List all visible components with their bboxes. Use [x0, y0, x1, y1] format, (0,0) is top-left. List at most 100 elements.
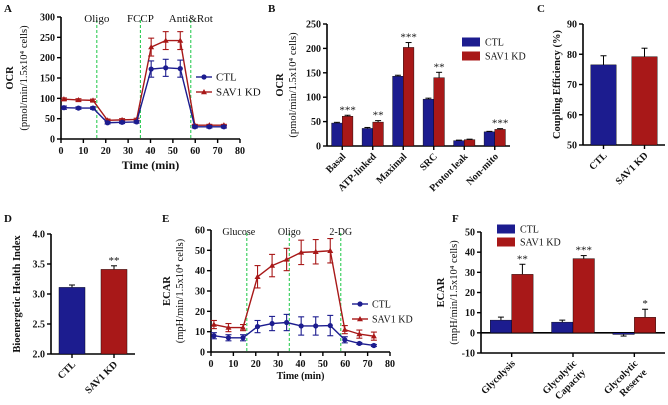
y-tick-label: 250 — [306, 20, 321, 31]
x-tick-label: 0 — [209, 359, 214, 370]
category-label: SRC — [418, 151, 440, 173]
legend-swatch — [497, 237, 515, 247]
significance-marker: *** — [400, 32, 417, 44]
bar — [511, 274, 534, 334]
significance-marker: *** — [492, 118, 509, 130]
category-label: Maximal — [374, 151, 409, 186]
panel-c: C 50 60 70 80 90 Coupling Efficiency (%) CTL SAV… — [537, 3, 665, 187]
bar — [422, 98, 434, 147]
series-line — [213, 321, 374, 347]
y-tick-label: 10 — [195, 327, 205, 338]
significance-marker: * — [642, 298, 648, 310]
y-tick-label: 50 — [567, 141, 577, 152]
y-axis-label: (mpH/min/1.5x10⁴ cells) — [449, 240, 460, 345]
y-tick-label: 150 — [306, 68, 321, 79]
data-point — [177, 37, 184, 43]
y-tick-label: 0 — [200, 348, 205, 359]
y-tick-label: 50 — [311, 117, 321, 128]
bar — [58, 287, 86, 355]
data-point — [162, 37, 169, 43]
legend-swatch — [462, 37, 480, 47]
y-tick-label: 80 — [567, 50, 577, 61]
x-tick-label: 60 — [190, 146, 200, 157]
data-point — [89, 97, 96, 103]
significance-marker: ** — [517, 253, 528, 265]
significance-marker: *** — [339, 104, 356, 116]
y-axis-label: (mpH/min/1.5x10⁴ cells) — [175, 238, 186, 343]
panel-letter: D — [4, 213, 12, 225]
y-tick-label: 70 — [567, 80, 577, 91]
significance-marker: ** — [434, 61, 445, 73]
series-sav1-kd — [60, 31, 227, 128]
data-point — [283, 256, 290, 262]
data-point — [356, 331, 363, 337]
bar — [590, 64, 617, 146]
panel-letter: B — [268, 3, 276, 15]
panel-letter: E — [162, 213, 169, 225]
data-point — [104, 120, 111, 126]
data-point — [60, 96, 67, 102]
data-point — [371, 342, 377, 349]
panel-e: E 0 10 20 30 40 50 60 ECAR (mpH/min/1.5x10⁴ cells… — [162, 213, 413, 382]
data-point — [269, 320, 275, 327]
x-tick-label: 70 — [363, 359, 373, 370]
y-tick-label: 150 — [40, 74, 55, 85]
panel-letter: F — [452, 213, 459, 225]
y-tick-label: 200 — [40, 53, 55, 64]
data-point — [61, 105, 67, 111]
data-point — [284, 319, 290, 326]
injection-label: Glucose — [222, 227, 255, 238]
x-tick-label: 0 — [59, 146, 64, 157]
data-point — [269, 262, 276, 268]
y-tick-label: 50 — [465, 228, 475, 239]
y-tick-label: 30 — [465, 268, 475, 279]
y-axis-label: Bioenergetic Health Index — [12, 235, 23, 353]
bar — [403, 47, 415, 147]
data-point — [254, 273, 261, 279]
legend-marker — [357, 301, 363, 307]
legend-marker — [201, 89, 207, 95]
legend-swatch — [497, 224, 515, 234]
y-tick-label: 40 — [195, 266, 205, 277]
significance-marker: ** — [373, 110, 384, 122]
data-point — [356, 340, 362, 347]
data-point — [341, 326, 348, 332]
x-tick-label: 20 — [251, 359, 261, 370]
panel-letter: C — [537, 3, 545, 15]
bar — [464, 139, 476, 147]
data-point — [239, 324, 246, 330]
bar — [361, 128, 373, 147]
x-tick-label: 40 — [146, 146, 156, 157]
x-tick-label: 80 — [385, 359, 395, 370]
data-point — [90, 105, 96, 111]
x-axis-label: Time (min) — [122, 158, 179, 172]
category-label: Basal — [324, 151, 348, 175]
panel-b: B 0 50 100 150 200 250 OCR (pmol/min/1.5x10⁴ cel… — [268, 3, 526, 194]
data-point — [327, 322, 333, 329]
x-tick-label: 30 — [273, 359, 283, 370]
legend-label: CTL — [216, 72, 237, 84]
y-tick-label: 4.0 — [33, 230, 46, 241]
y-axis-label: ECAR — [162, 276, 173, 306]
data-point — [298, 249, 305, 255]
data-point — [298, 323, 304, 329]
category-label: Glycolysis — [479, 358, 517, 396]
bar — [342, 116, 354, 147]
x-tick-label: 50 — [318, 359, 328, 370]
data-point — [327, 247, 334, 253]
panel-letter: A — [4, 3, 12, 15]
data-point — [206, 124, 212, 130]
bar — [453, 140, 465, 147]
data-point — [210, 321, 217, 327]
data-point — [240, 335, 246, 341]
y-tick-label: 60 — [195, 226, 205, 237]
y-tick-label: 3.0 — [33, 290, 46, 301]
legend-marker — [357, 316, 363, 322]
y-tick-label: 2.5 — [33, 320, 46, 331]
legend-label: SAV1 KD — [520, 238, 561, 249]
data-point — [313, 323, 319, 329]
y-tick-label: 60 — [567, 110, 577, 121]
bar — [100, 269, 128, 355]
legend-swatch — [462, 51, 480, 61]
